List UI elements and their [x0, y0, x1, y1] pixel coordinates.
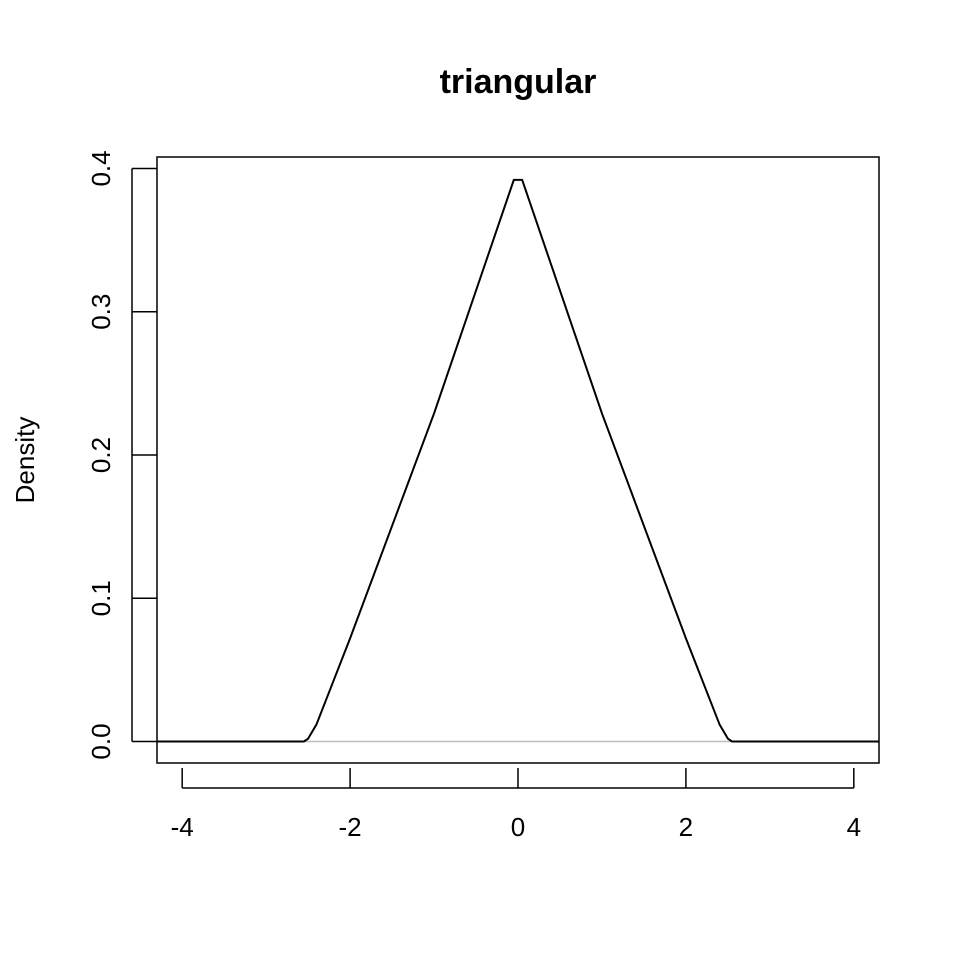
x-tick-label: -2	[339, 812, 362, 842]
y-tick-label: 0.2	[86, 437, 116, 473]
y-axis-label: Density	[10, 417, 40, 504]
x-tick-label: 0	[511, 812, 525, 842]
plot-frame	[156, 156, 880, 764]
y-tick-label: 0.3	[86, 294, 116, 330]
y-tick-label: 0.4	[86, 150, 116, 186]
series-layer	[157, 178, 879, 743]
y-tick-label: 0.0	[86, 723, 116, 759]
chart-title: triangular	[440, 63, 597, 101]
y-axis: 0.0 0.1 0.2 0.3 0.4	[86, 150, 157, 760]
density-line	[157, 178, 879, 743]
x-tick-label: 4	[847, 812, 861, 842]
x-tick-label: 2	[679, 812, 693, 842]
x-axis: -4 -2 0 2 4	[171, 768, 861, 842]
y-tick-label: 0.1	[86, 580, 116, 616]
x-tick-label: -4	[171, 812, 194, 842]
